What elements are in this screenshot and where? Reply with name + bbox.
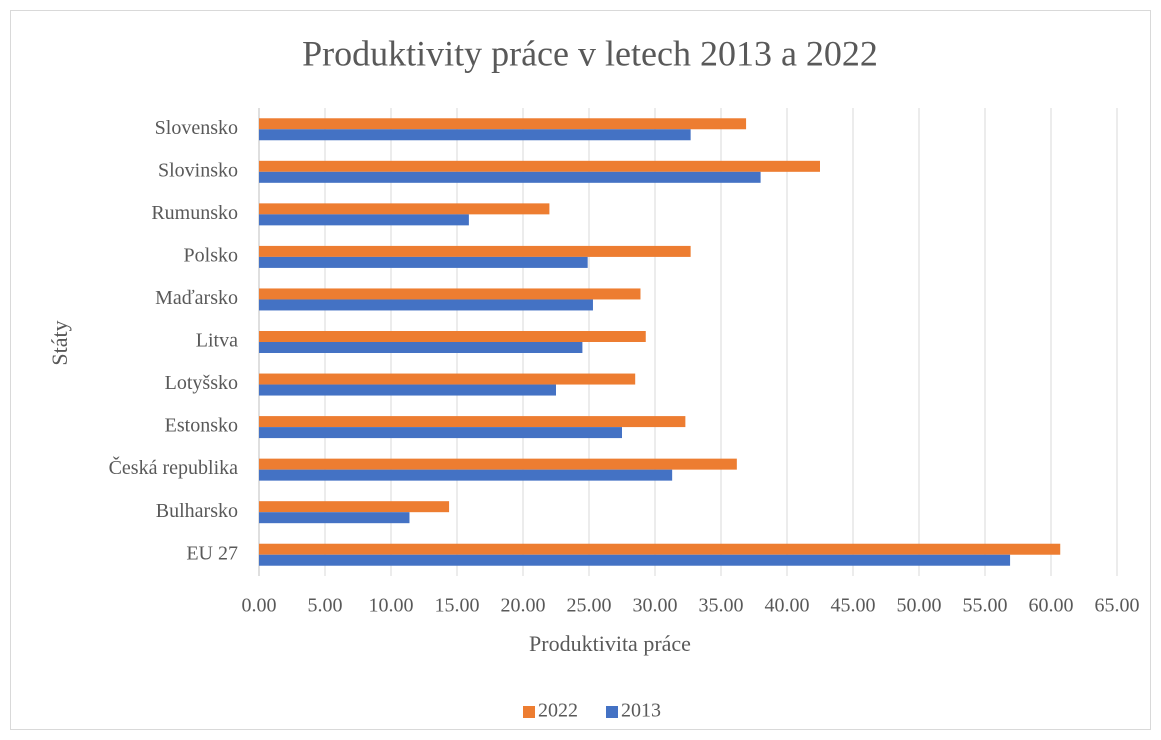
x-tick-label: 20.00 <box>501 595 546 617</box>
x-tick-label: 0.00 <box>242 595 277 617</box>
legend-swatch <box>606 706 618 718</box>
bar <box>259 245 691 257</box>
y-tick-label: EU 27 <box>186 542 238 564</box>
bar <box>259 214 469 226</box>
x-tick-label: 30.00 <box>633 595 678 617</box>
y-tick-label: Slovinsko <box>158 159 238 181</box>
y-tick-label: Polsko <box>184 245 238 267</box>
x-tick-label: 60.00 <box>1029 595 1074 617</box>
bar <box>259 469 673 481</box>
chart-border <box>10 10 1151 730</box>
bar <box>259 458 737 470</box>
x-tick-label: 45.00 <box>831 595 876 617</box>
x-tick-label: 65.00 <box>1095 595 1140 617</box>
bar <box>259 554 1011 566</box>
bar <box>259 331 646 342</box>
bar <box>259 288 641 300</box>
y-tick-label: Maďarsko <box>155 287 238 309</box>
x-axis-title: Produktivita práce <box>529 631 691 656</box>
bar <box>259 160 820 172</box>
x-tick-label: 5.00 <box>308 595 343 617</box>
y-tick-label: Bulharsko <box>156 500 238 522</box>
legend-label: 2022 <box>538 700 578 722</box>
bar <box>259 256 588 268</box>
x-tick-label: 55.00 <box>963 595 1008 617</box>
legend-label: 2013 <box>621 700 661 722</box>
y-tick-label: Rumunsko <box>151 202 238 224</box>
bar <box>259 129 691 141</box>
y-tick-label: Lotyšsko <box>165 372 238 394</box>
bar <box>259 501 450 513</box>
legend-swatch <box>523 706 535 718</box>
x-tick-label: 50.00 <box>897 595 942 617</box>
bar <box>259 171 761 183</box>
bar <box>259 543 1061 555</box>
x-tick-label: 15.00 <box>435 595 480 617</box>
y-tick-label: Litva <box>196 330 238 352</box>
x-tick-label: 35.00 <box>699 595 744 617</box>
bar <box>259 373 636 385</box>
bar <box>259 203 550 215</box>
y-tick-label: Česká republika <box>109 455 239 479</box>
bar <box>259 384 556 396</box>
x-tick-label: 25.00 <box>567 595 612 617</box>
y-tick-label: Estonsko <box>165 415 238 437</box>
bar <box>259 416 686 428</box>
y-axis-title: Státy <box>47 320 72 365</box>
y-tick-label: Slovensko <box>155 117 238 139</box>
x-tick-label: 40.00 <box>765 595 810 617</box>
chart-title: Produktivity práce v letech 2013 a 2022 <box>302 33 878 73</box>
bar <box>259 118 747 130</box>
bar <box>259 342 583 353</box>
bar <box>259 299 593 311</box>
bar <box>259 427 622 439</box>
bar <box>259 512 410 524</box>
x-tick-label: 10.00 <box>369 595 414 617</box>
